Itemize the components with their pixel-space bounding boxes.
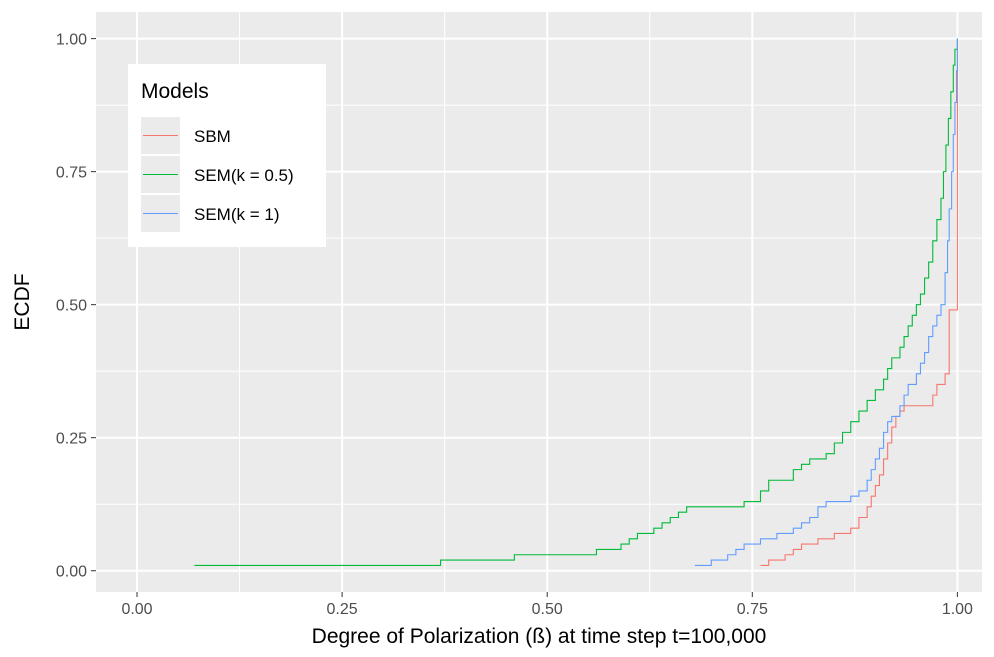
legend-label: SEM(k = 0.5): [194, 166, 294, 185]
x-tick-label: 0.00: [121, 601, 152, 618]
legend-title: Models: [141, 80, 209, 103]
series-line-sem-k-1: [694, 38, 958, 566]
x-axis-ticks: 0.00 0.25 0.50 0.75 1.00: [121, 592, 973, 618]
series-lines: [194, 38, 958, 566]
x-tick-label: 0.75: [737, 601, 768, 618]
legend-items: SBM SEM(k = 0.5) SEM(k = 1): [141, 117, 294, 232]
y-axis-ticks: 0.00 0.25 0.50 0.75 1.00: [56, 32, 96, 581]
y-tick-label: 0.50: [56, 298, 87, 315]
x-axis-title: Degree of Polarization (ß) at time step …: [312, 625, 767, 648]
legend-label: SBM: [194, 127, 231, 146]
y-axis-title: ECDF: [11, 273, 34, 330]
y-tick-label: 0.00: [56, 564, 87, 581]
legend: Models SBM SEM(k = 0.5) SEM(k = 1): [128, 64, 326, 247]
series-line-sem-k-0-5: [194, 38, 958, 566]
legend-label: SEM(k = 1): [194, 205, 280, 224]
y-tick-label: 0.25: [56, 431, 87, 448]
y-tick-label: 1.00: [56, 32, 87, 49]
y-tick-label: 0.75: [56, 165, 87, 182]
series-line-sbm: [760, 38, 958, 566]
x-tick-label: 0.50: [532, 601, 563, 618]
x-tick-label: 1.00: [942, 601, 973, 618]
x-tick-label: 0.25: [327, 601, 358, 618]
